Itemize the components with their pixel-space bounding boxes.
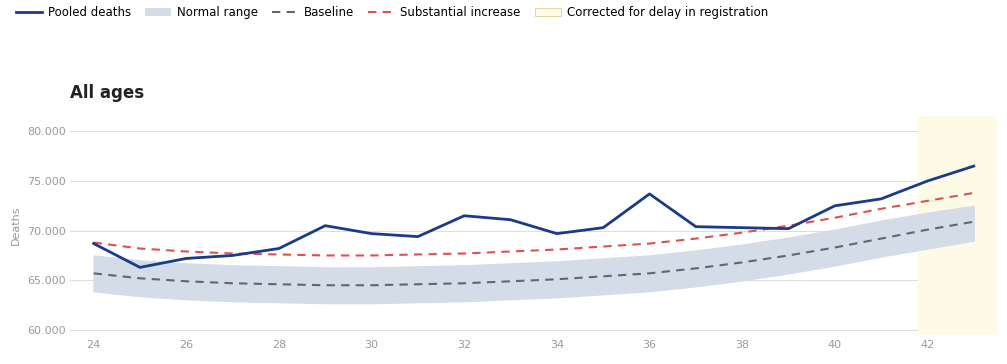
Bar xyxy=(918,116,1002,335)
Legend: Pooled deaths, Normal range, Baseline, Substantial increase, Corrected for delay: Pooled deaths, Normal range, Baseline, S… xyxy=(16,6,768,19)
Text: All ages: All ages xyxy=(70,84,145,102)
Y-axis label: Deaths: Deaths xyxy=(11,206,21,245)
